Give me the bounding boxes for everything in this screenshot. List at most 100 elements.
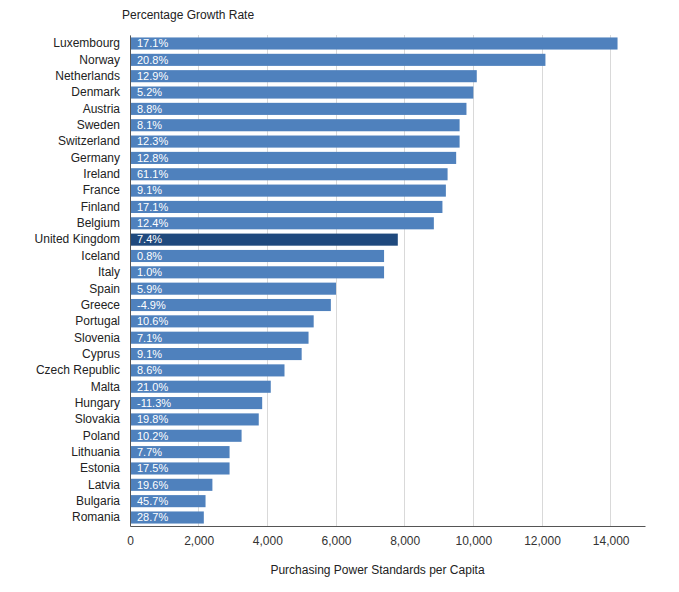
x-tick: 0 [127, 526, 134, 548]
x-tick-label: 0 [127, 534, 134, 548]
y-tick: Estonia [80, 461, 130, 475]
bar-label: 0.8% [137, 250, 162, 262]
y-tick-label: Portugal [75, 314, 120, 328]
y-tick-label: Slovakia [75, 412, 121, 426]
y-tick: Poland [83, 429, 130, 443]
y-tick: Latvia [88, 478, 130, 492]
x-tick-label: 10,000 [455, 534, 492, 548]
bar [130, 37, 618, 49]
bar [130, 495, 206, 507]
y-tick: Italy [98, 265, 130, 279]
bar-label: 20.8% [137, 54, 168, 66]
y-tick: Denmark [71, 85, 130, 99]
bar-label: 17.5% [137, 462, 168, 474]
y-tick-label: Norway [79, 53, 120, 67]
bar [130, 462, 230, 474]
y-tick: Romania [72, 510, 130, 524]
y-tick: Austria [83, 102, 130, 116]
x-tick: 12,000 [524, 526, 561, 548]
bar-label: 7.1% [137, 332, 162, 344]
bar [130, 54, 545, 66]
y-tick-label: Ireland [83, 167, 120, 181]
y-tick: Germany [71, 151, 130, 165]
y-tick-label: Malta [91, 380, 121, 394]
x-tick-label: 4,000 [253, 534, 283, 548]
bar [130, 430, 242, 442]
grid-line [130, 35, 131, 526]
bar-label: 10.6% [137, 315, 168, 327]
y-tick: France [83, 183, 130, 197]
y-tick: Czech Republic [36, 363, 130, 377]
y-tick: Ireland [83, 167, 130, 181]
bar-label: 28.7% [137, 511, 168, 523]
x-tick: 8,000 [390, 526, 420, 548]
y-tick: Slovakia [75, 412, 130, 426]
y-tick-label: Greece [81, 298, 121, 312]
bar [130, 332, 309, 344]
bar-label: 7.7% [137, 446, 162, 458]
bar-label: 19.6% [137, 479, 168, 491]
bar [130, 119, 460, 131]
y-tick-label: Belgium [77, 216, 120, 230]
x-tick-label: 6,000 [321, 534, 351, 548]
bar [130, 168, 448, 180]
y-tick-label: Bulgaria [76, 494, 120, 508]
y-tick-label: Sweden [77, 118, 120, 132]
bar-label: -4.9% [137, 299, 166, 311]
y-tick-label: Hungary [75, 396, 120, 410]
y-tick-label: Slovenia [74, 331, 120, 345]
bar-label: 10.2% [137, 430, 168, 442]
y-tick-label: Spain [89, 282, 120, 296]
bar [130, 446, 230, 458]
bar-label: 8.6% [137, 364, 162, 376]
bar-label: 19.8% [137, 413, 168, 425]
bar [130, 86, 473, 98]
x-tick-label: 14,000 [593, 534, 630, 548]
bar [130, 185, 446, 197]
y-tick-label: Czech Republic [36, 363, 120, 377]
grid-line [542, 35, 543, 526]
grid [130, 35, 611, 526]
y-tick: United Kingdom [35, 232, 130, 246]
x-tick-label: 8,000 [390, 534, 420, 548]
y-tick-label: Switzerland [58, 134, 120, 148]
plot: 17.1%20.8%12.9%5.2%8.8%8.1%12.3%12.8%61.… [35, 35, 646, 548]
y-tick: Hungary [75, 396, 130, 410]
bar-label: 61.1% [137, 168, 168, 180]
y-tick-label: Romania [72, 510, 120, 524]
bar-label: -11.3% [137, 397, 171, 409]
x-tick-label: 12,000 [524, 534, 561, 548]
bar-label: 9.1% [137, 184, 162, 196]
bar-label: 1.0% [137, 266, 162, 278]
x-tick: 6,000 [321, 526, 351, 548]
grid-line [473, 35, 474, 526]
y-axis-line [130, 36, 131, 527]
bar [130, 217, 434, 229]
y-tick: Bulgaria [76, 494, 130, 508]
bar-label: 12.8% [137, 152, 168, 164]
chart: 17.1%20.8%12.9%5.2%8.8%8.1%12.3%12.8%61.… [0, 0, 679, 592]
y-tick: Lithuania [71, 445, 130, 459]
x-tick: 14,000 [593, 526, 630, 548]
y-tick: Finland [81, 200, 130, 214]
title: Percentage Growth Rate [122, 8, 254, 22]
y-tick-label: Cyprus [82, 347, 120, 361]
y-tick-label: Italy [98, 265, 120, 279]
bar [130, 152, 456, 164]
bar [130, 70, 477, 82]
x-tick: 2,000 [184, 526, 214, 548]
y-tick-label: United Kingdom [35, 232, 120, 246]
bar-label: 12.4% [137, 217, 168, 229]
y-axis: LuxembourgNorwayNetherlandsDenmarkAustri… [35, 36, 131, 527]
bar [130, 413, 259, 425]
bar-label: 8.1% [137, 119, 162, 131]
x-axis-title: Purchasing Power Standards per Capita [270, 563, 484, 577]
y-tick: Belgium [77, 216, 130, 230]
bar [130, 283, 336, 295]
y-tick-label: Finland [81, 200, 120, 214]
y-tick: Cyprus [82, 347, 130, 361]
y-tick: Greece [81, 298, 130, 312]
y-tick: Malta [91, 380, 130, 394]
bar [130, 136, 460, 148]
y-tick: Iceland [81, 249, 130, 263]
